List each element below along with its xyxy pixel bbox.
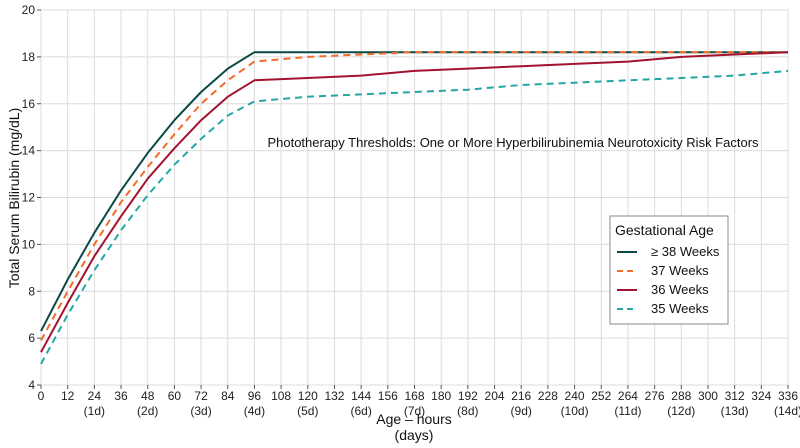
x-day-label: (4d) [244,404,265,418]
gridlines [40,9,789,386]
x-tick-label: 24 [88,389,102,403]
x-axis-subtitle: (days) [395,427,434,443]
x-tick-label: 168 [404,389,424,403]
x-day-label: (12d) [667,404,695,418]
x-day-label: (9d) [511,404,532,418]
y-tick-label: 4 [28,378,35,392]
x-tick-label: 96 [248,389,262,403]
x-tick-label: 204 [485,389,505,403]
series-lines [40,51,789,365]
x-tick-label: 144 [351,389,371,403]
y-tick-label: 10 [22,237,36,251]
x-tick-label: 36 [114,389,128,403]
y-tick-label: 14 [22,144,36,158]
x-tick-label: 156 [378,389,398,403]
legend-entry-label: 36 Weeks [651,282,709,297]
y-axis-title: Total Serum Bilirubin (mg/dL) [6,108,22,289]
x-tick-label: 48 [141,389,155,403]
x-tick-label: 252 [591,389,611,403]
x-day-label: (13d) [721,404,749,418]
x-day-label: (6d) [350,404,371,418]
x-tick-label: 12 [61,389,75,403]
x-axis-title: Age – hours [376,411,452,427]
legend-entry-label: 35 Weeks [651,301,709,316]
series-line-1 [40,51,788,332]
x-tick-label: 336 [778,389,798,403]
x-day-label: (3d) [190,404,211,418]
x-tick-label: 60 [168,389,182,403]
x-tick-label: 0 [38,389,45,403]
x-tick-label: 264 [618,389,638,403]
y-tick-label: 12 [22,191,36,205]
y-axis-ticks: 4 6 8 10 12 14 16 18 20 [22,3,41,392]
y-tick-label: 16 [22,97,36,111]
x-axis-ticks: 0 12 24 36 48 60 72 84 96 108 120 132 144 156 168 180 19… [38,385,800,418]
x-day-label: (2d) [137,404,158,418]
x-day-label: (8d) [457,404,478,418]
x-tick-label: 276 [645,389,665,403]
x-tick-label: 180 [431,389,451,403]
series-line-4 [40,69,789,365]
x-day-label: (7d) [404,404,425,418]
x-tick-label: 72 [194,389,208,403]
x-tick-label: 192 [458,389,478,403]
x-day-label: (11d) [614,404,641,418]
legend-entry-label: 37 Weeks [651,263,709,278]
x-day-label: (1d) [84,404,105,418]
y-tick-label: 6 [28,331,35,345]
legend: Gestational Age ≥ 38 Weeks 37 Weeks 36 Wee… [609,215,729,325]
x-tick-label: 312 [725,389,745,403]
x-day-label: (5d) [297,404,318,418]
x-tick-label: 228 [538,389,558,403]
x-day-label: (14d) [774,404,800,418]
x-tick-label: 324 [751,389,771,403]
legend-title: Gestational Age [615,222,714,238]
x-tick-label: 108 [271,389,291,403]
x-tick-label: 132 [324,389,344,403]
x-tick-label: 240 [565,389,585,403]
series-line-2 [40,51,788,341]
x-tick-label: 84 [221,389,235,403]
y-tick-label: 18 [22,50,36,64]
series-line-3 [40,51,789,353]
x-tick-label: 120 [298,389,318,403]
y-tick-label: 20 [22,3,36,17]
x-tick-label: 216 [511,389,531,403]
x-tick-label: 288 [671,389,691,403]
chart-annotation: Phototherapy Thresholds: One or More Hyp… [267,135,759,150]
x-tick-label: 300 [698,389,718,403]
x-day-label: (10d) [561,404,589,418]
y-tick-label: 8 [28,284,35,298]
legend-entry-label: ≥ 38 Weeks [651,244,720,259]
